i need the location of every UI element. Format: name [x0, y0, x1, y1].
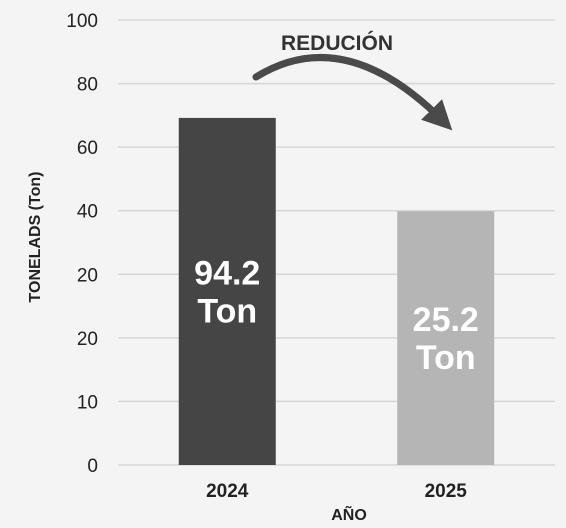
y-tick-label: 0	[87, 456, 98, 477]
y-tick-label: 100	[66, 11, 98, 32]
reduction-arrow	[252, 54, 453, 131]
y-tick-label: 20	[77, 265, 98, 286]
reduction-annotation: REDUCIÓN	[281, 31, 393, 55]
y-tick-label: 80	[77, 75, 98, 96]
y-axis-label: TONELADS (Ton)	[27, 172, 44, 303]
x-axis-label: AÑO	[331, 504, 367, 524]
bar-data-label: Ton	[416, 339, 476, 377]
bars	[178, 117, 495, 466]
bar-data-label: 25.2	[413, 301, 479, 339]
y-tick-label: 10	[77, 392, 98, 413]
y-tick-label: 40	[77, 202, 98, 223]
x-tick-label: 2024	[206, 481, 249, 502]
y-tick-labels: 0 10 20 20 40 60 80 100	[66, 11, 98, 477]
x-tick-labels: 2024 2025	[206, 481, 467, 502]
bar-2025	[397, 211, 495, 465]
y-tick-label: 20	[77, 329, 98, 350]
bar-2024	[178, 117, 276, 466]
y-tick-label: 60	[77, 138, 98, 159]
bar-data-label: Ton	[197, 292, 257, 330]
x-tick-label: 2025	[425, 481, 468, 502]
bar-data-label: 94.2	[194, 254, 260, 292]
